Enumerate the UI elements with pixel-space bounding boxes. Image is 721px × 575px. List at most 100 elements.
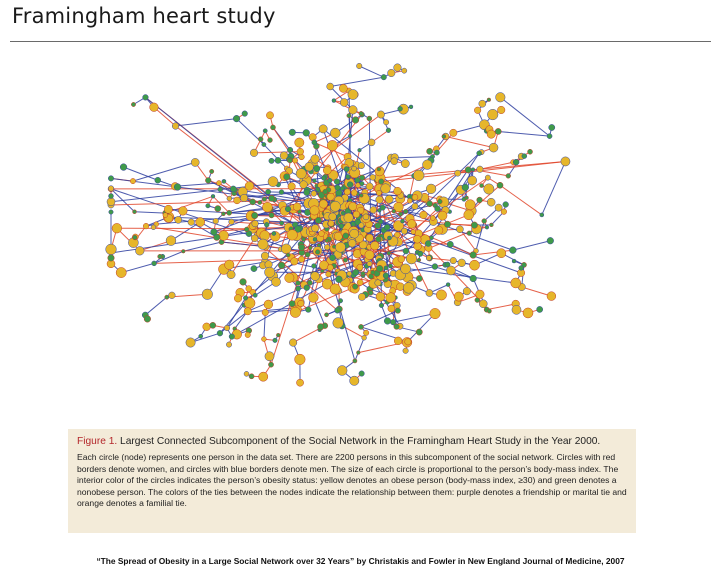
nonobese-node (239, 278, 247, 286)
nonobese-node (257, 136, 264, 142)
obese-node (369, 174, 376, 181)
obese-node (258, 371, 269, 382)
obese-node (425, 255, 432, 261)
nonobese-node (476, 150, 482, 157)
nonobese-node (331, 98, 337, 103)
obese-node (280, 243, 292, 255)
network-graph (39, 58, 642, 414)
nonobese-node (198, 333, 204, 339)
obese-node (393, 220, 404, 232)
nonobese-node (346, 113, 352, 119)
obese-node (111, 223, 122, 234)
nonobese-node (295, 280, 301, 286)
obese-node (106, 197, 116, 207)
obese-node (479, 299, 488, 309)
nonobese-node (338, 298, 343, 304)
nonobese-node (383, 265, 389, 271)
obese-node (393, 201, 404, 213)
obese-node (351, 165, 357, 172)
obese-node (348, 105, 358, 115)
nonobese-node (311, 263, 317, 269)
network-tie (284, 114, 363, 212)
nonobese-node (356, 350, 361, 355)
nonobese-node (398, 211, 403, 217)
obese-node (376, 190, 382, 196)
obese-node (294, 137, 305, 148)
obese-node (290, 257, 299, 266)
obese-node (495, 92, 506, 103)
nonobese-node (386, 250, 392, 256)
network-tie (116, 227, 291, 230)
nonobese-node (205, 177, 212, 184)
nonobese-node (489, 222, 494, 228)
nonobese-node (434, 149, 440, 156)
network-tie (246, 307, 295, 313)
nonobese-node (142, 94, 149, 101)
nonobese-node (393, 323, 400, 330)
nonobese-node (374, 222, 381, 229)
nonobese-node (461, 183, 469, 191)
obese-node (304, 162, 314, 172)
nonobese-node (334, 184, 341, 191)
obese-node (330, 127, 341, 139)
nonobese-node (342, 232, 350, 240)
nonobese-node (226, 210, 232, 216)
nonobese-node (209, 322, 217, 329)
obese-node (284, 272, 295, 283)
obese-node (329, 283, 341, 295)
obese-node (321, 278, 333, 290)
obese-node (251, 220, 259, 228)
nonobese-node (494, 128, 502, 135)
obese-node (108, 185, 114, 192)
obese-node (260, 251, 270, 260)
nonobese-node (214, 205, 222, 212)
nonobese-node (132, 234, 138, 240)
nonobese-node (367, 289, 374, 296)
network-tie (110, 217, 349, 254)
nonobese-node (496, 181, 504, 189)
obese-node (349, 375, 360, 386)
obese-node (249, 148, 259, 157)
nonobese-node (352, 269, 360, 276)
network-tie (153, 250, 184, 264)
nonobese-node (394, 307, 401, 314)
obese-node (407, 198, 413, 204)
obese-node (149, 102, 159, 112)
obese-node (462, 287, 471, 296)
obese-node (429, 308, 441, 320)
obese-node (356, 263, 364, 271)
network-tie (263, 312, 266, 340)
obese-node (487, 109, 499, 121)
obese-node (326, 82, 334, 91)
obese-node (425, 289, 434, 297)
obese-node (299, 180, 308, 189)
nonobese-node (267, 137, 273, 143)
nonobese-node (305, 306, 312, 313)
obese-node (308, 133, 317, 142)
nonobese-node (308, 245, 313, 251)
obese-node (393, 336, 403, 345)
obese-node (394, 231, 401, 239)
obese-node (279, 151, 289, 160)
nonobese-node (244, 226, 250, 233)
nonobese-node (408, 104, 414, 110)
nonobese-node (243, 295, 249, 301)
network-tie (463, 169, 474, 200)
slide-title: Framingham heart study (12, 4, 276, 28)
obese-node (292, 202, 302, 211)
nonobese-node (213, 233, 221, 241)
obese-node (387, 304, 396, 313)
obese-node (326, 264, 334, 272)
obese-node (393, 186, 402, 196)
obese-node (324, 244, 331, 251)
obese-node (105, 243, 117, 255)
obese-node (216, 180, 222, 186)
network-tie (110, 177, 324, 203)
caption-heading: Figure 1. Largest Connected Subcomponent… (77, 435, 627, 448)
obese-node (497, 105, 506, 114)
nonobese-node (376, 166, 381, 172)
citation: “The Spread of Obesity in a Large Social… (96, 556, 625, 566)
obese-node (257, 238, 269, 250)
nonobese-node (464, 166, 472, 174)
obese-node (243, 307, 252, 316)
